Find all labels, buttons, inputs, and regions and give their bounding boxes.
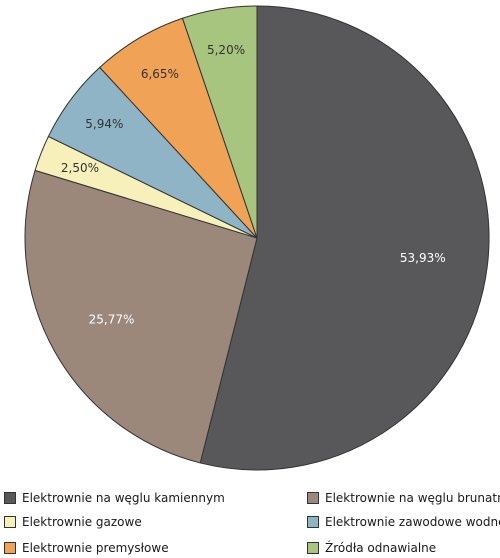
- legend-item-3: Elektrownie gazowe: [4, 512, 142, 532]
- legend: Elektrownie na węglu kamiennym Elektrowni…: [0, 487, 500, 557]
- legend-label: Elektrownie na węglu kamiennym: [22, 491, 225, 505]
- pie-chart: 53,93% 25,77% 2,50% 5,94% 6,65% 5,20%: [24, 5, 490, 471]
- legend-swatch: [4, 542, 16, 554]
- legend-label: Elektrownie na węglu brunatnym: [325, 491, 500, 505]
- pie-data-label-2: 25,77%: [89, 313, 135, 327]
- pie-slice-2: [24, 169, 258, 464]
- legend-item-5: Elektrownie premysłowe: [4, 538, 169, 558]
- pie-data-labels: 53,93% 25,77% 2,50% 5,94% 6,65% 5,20%: [61, 43, 446, 327]
- legend-item-1: Elektrownie na węglu kamiennym: [4, 488, 225, 508]
- legend-item-4: Elektrownie zawodowe wodne: [307, 512, 500, 532]
- pie-slice-6: [181, 5, 258, 239]
- legend-swatch: [4, 516, 16, 528]
- pie-data-label-1: 53,93%: [400, 251, 446, 265]
- legend-label: Elektrownie zawodowe wodne: [325, 515, 500, 529]
- pie-slice-1: [199, 5, 490, 471]
- legend-swatch: [307, 542, 319, 554]
- legend-swatch: [4, 492, 16, 504]
- legend-label: Elektrownie gazowe: [22, 515, 142, 529]
- legend-item-6: Źródła odnawialne: [307, 538, 436, 558]
- pie-data-label-6: 5,20%: [207, 43, 245, 57]
- legend-label: Źródła odnawialne: [325, 541, 437, 555]
- legend-swatch: [307, 492, 319, 504]
- legend-label: Elektrownie premysłowe: [22, 541, 169, 555]
- pie-slices: [24, 5, 490, 471]
- pie-data-label-5: 6,65%: [141, 67, 179, 81]
- legend-item-2: Elektrownie na węglu brunatnym: [307, 488, 500, 508]
- pie-data-label-3: 2,50%: [61, 161, 99, 175]
- pie-data-label-4: 5,94%: [85, 117, 123, 131]
- legend-swatch: [307, 516, 319, 528]
